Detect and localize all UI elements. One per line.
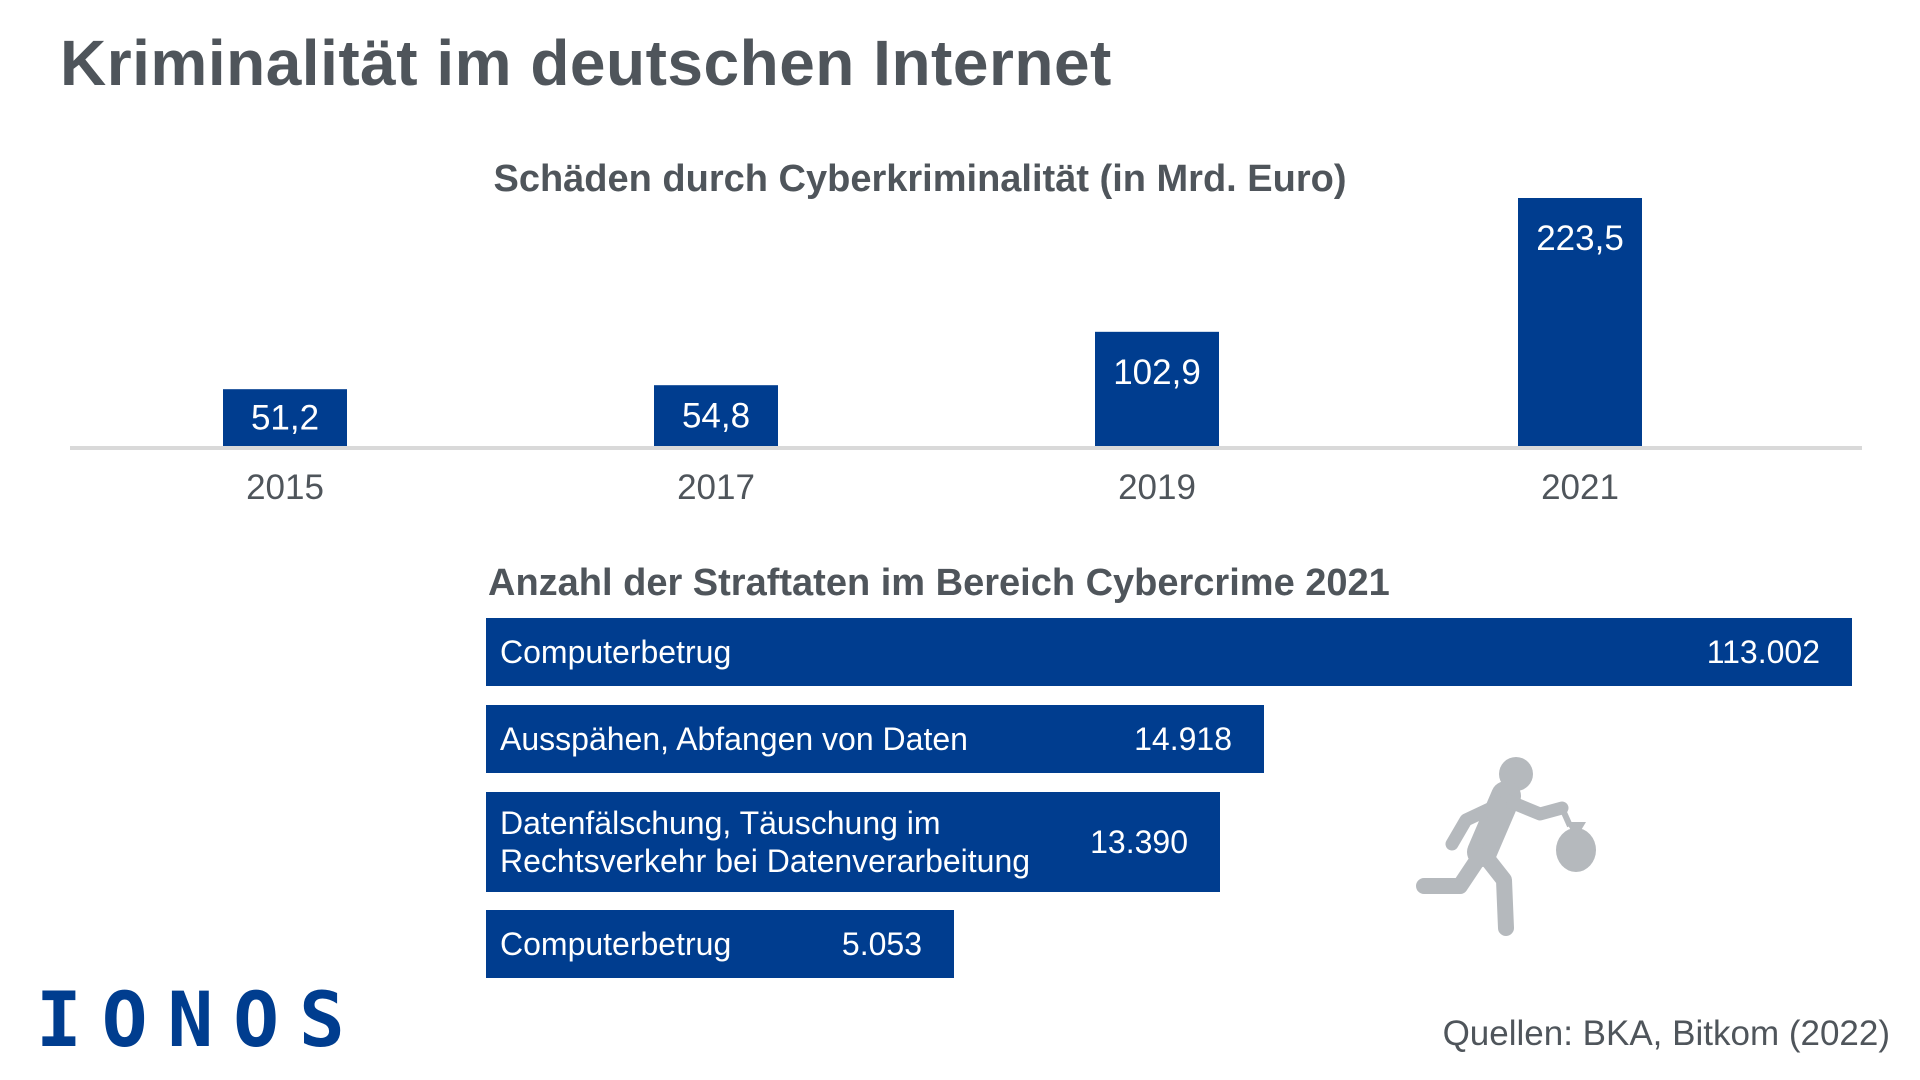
offense-bar-label-line: Computerbetrug bbox=[500, 926, 732, 962]
x-tick-label: 2019 bbox=[1118, 468, 1196, 507]
offense-bar-label-line: Rechtsverkehr bei Datenverarbeitung bbox=[500, 843, 1031, 879]
offense-bar: Computerbetrug 113.002 bbox=[486, 618, 1852, 686]
offense-bar-value: 113.002 bbox=[1706, 634, 1820, 670]
bar-value-label: 51,2 bbox=[251, 399, 319, 438]
running-thief-icon bbox=[1416, 757, 1596, 936]
damage-bar-chart: 51,2 2015 54,8 2017 102,9 2019 223,5 2021 bbox=[70, 198, 1862, 507]
offense-bar-value: 5.053 bbox=[841, 926, 922, 962]
offense-bar-label: Ausspähen, Abfangen von Daten bbox=[500, 720, 968, 758]
bar-2021 bbox=[1518, 198, 1642, 446]
bar-chart-title: Schäden durch Cyberkriminalität (in Mrd.… bbox=[493, 158, 1347, 200]
offense-bar: Computerbetrug 5.053 bbox=[486, 910, 954, 978]
offense-bar: Datenfälschung, Täuschung im Rechtsverkeh… bbox=[486, 792, 1220, 892]
bar-2017 bbox=[654, 385, 778, 446]
offense-bar: Ausspähen, Abfangen von Daten 14.918 bbox=[486, 705, 1264, 773]
x-tick-label: 2017 bbox=[677, 468, 755, 507]
bar-value-label: 223,5 bbox=[1536, 219, 1624, 258]
x-tick-label: 2015 bbox=[246, 468, 324, 507]
offense-bar-label-line: Ausspähen, Abfangen von Daten bbox=[500, 721, 968, 757]
offense-bar-value: 13.390 bbox=[1090, 824, 1188, 860]
ionos-logo: IONOS bbox=[36, 975, 365, 1064]
source-note: Quellen: BKA, Bitkom (2022) bbox=[1442, 1014, 1890, 1053]
bar-value-label: 102,9 bbox=[1113, 353, 1201, 392]
bar-2015 bbox=[223, 389, 347, 446]
hbar-chart-title: Anzahl der Straftaten im Bereich Cybercr… bbox=[488, 562, 1390, 604]
page-title: Kriminalität im deutschen Internet bbox=[60, 27, 1112, 99]
offense-bar-value: 14.918 bbox=[1134, 721, 1232, 757]
bar-2019 bbox=[1095, 331, 1219, 446]
bar-value-label: 54,8 bbox=[682, 397, 750, 436]
offense-bar-label: Datenfälschung, Täuschung im Rechtsverkeh… bbox=[500, 804, 1030, 880]
offense-bar-label-line: Computerbetrug bbox=[500, 634, 732, 670]
offense-bar-label-line: Datenfälschung, Täuschung im bbox=[500, 805, 941, 841]
offense-bar-label: Computerbetrug bbox=[500, 633, 731, 671]
offense-bar-label: Computerbetrug bbox=[500, 925, 731, 963]
x-tick-label: 2021 bbox=[1541, 468, 1619, 507]
